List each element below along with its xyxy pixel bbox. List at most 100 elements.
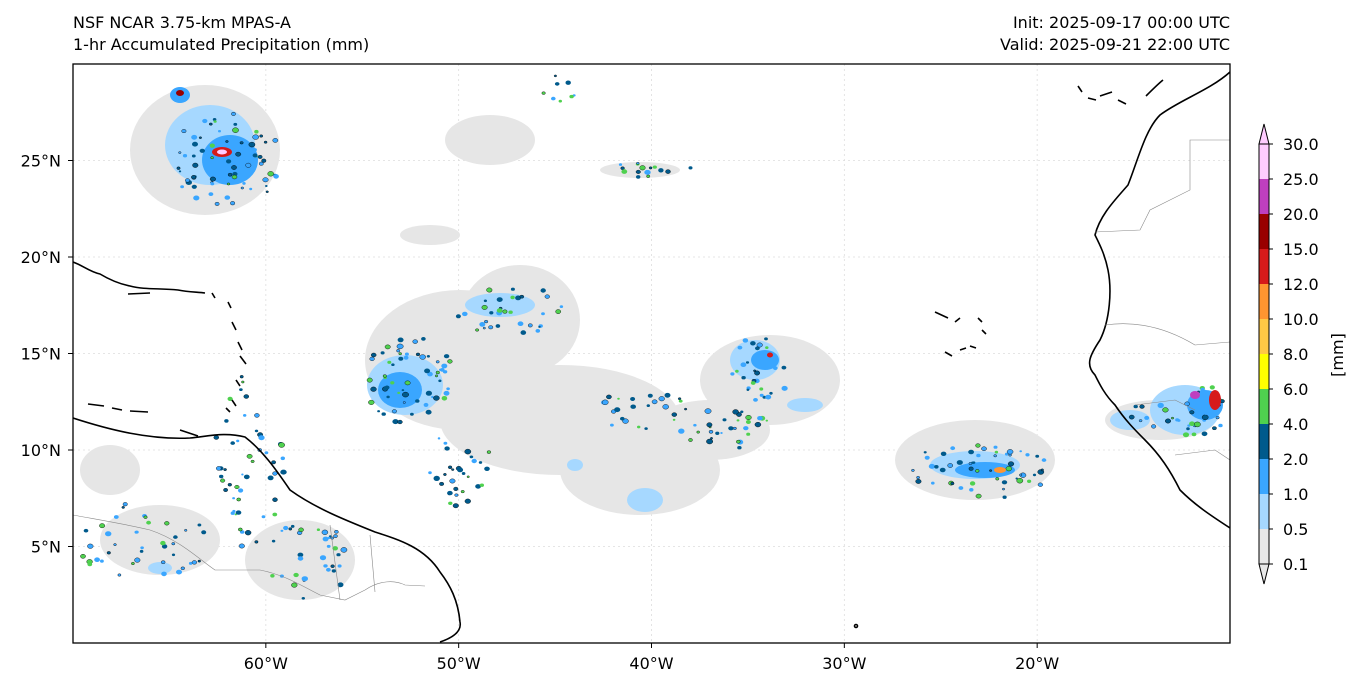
convective-cell: [765, 394, 772, 400]
convective-cell: [135, 530, 139, 534]
convective-cell: [425, 409, 432, 415]
convective-cell: [708, 429, 714, 434]
colorbar-tick-label: 1.0: [1283, 485, 1308, 504]
colorbar-segment: [1259, 354, 1269, 389]
convective-cell: [662, 404, 669, 410]
colorbar-tick-label: 4.0: [1283, 415, 1308, 434]
convective-cell: [765, 346, 769, 349]
convective-cell: [688, 166, 693, 170]
chart-title-block: NSF NCAR 3.75-km MPAS-A 1-hr Accumulated…: [73, 12, 369, 56]
convective-cell: [424, 368, 431, 374]
convective-cell: [651, 399, 658, 405]
convective-cell: [397, 337, 404, 343]
lon-tick-label: 50°W: [437, 654, 481, 673]
convective-cell: [741, 376, 746, 380]
convective-cell: [781, 385, 788, 391]
convective-cell: [759, 393, 764, 397]
convective-cell: [173, 535, 178, 539]
convective-cell: [558, 99, 562, 103]
convective-cell: [368, 399, 375, 405]
convective-cell: [220, 478, 226, 483]
convective-cell: [319, 555, 327, 561]
convective-cell: [510, 287, 515, 291]
convective-cell: [333, 534, 338, 538]
convective-cell: [620, 166, 625, 170]
convective-cell: [693, 423, 697, 427]
convective-cell: [435, 360, 440, 364]
convective-cell: [180, 566, 185, 570]
convective-cell: [331, 569, 337, 573]
convective-cell: [191, 175, 197, 180]
convective-cell: [502, 309, 508, 314]
convective-cell: [630, 404, 636, 409]
convective-cell: [218, 130, 221, 133]
convective-cell: [87, 562, 93, 567]
convective-cell: [528, 323, 533, 328]
convective-cell: [280, 469, 287, 475]
convective-cell: [236, 497, 241, 502]
convective-cell: [382, 374, 387, 378]
convective-cell: [478, 461, 483, 464]
convective-cell: [227, 483, 232, 487]
convective-cell: [517, 321, 524, 327]
convective-cell: [201, 530, 207, 535]
convective-cell: [178, 151, 182, 154]
convective-cell: [1151, 424, 1157, 429]
convective-cell: [425, 390, 432, 396]
lat-tick-label: 10°N: [21, 441, 61, 460]
convective-cell: [161, 544, 168, 549]
convective-cell: [273, 174, 279, 179]
convective-cell: [113, 515, 119, 519]
convective-cell: [496, 308, 503, 313]
convective-cell: [614, 407, 621, 413]
convective-cell: [330, 536, 334, 540]
convective-cell: [1133, 404, 1138, 409]
convective-cell: [270, 574, 275, 578]
colorbar-tick-label: 25.0: [1283, 170, 1319, 189]
convective-cell: [610, 423, 614, 427]
convective-cell: [232, 497, 236, 500]
convective-cell: [750, 341, 756, 346]
longitude-axis: 60°W 50°W 40°W 30°W 20°W: [244, 643, 1059, 673]
convective-cell: [397, 391, 401, 394]
convective-cell: [241, 380, 245, 384]
convective-cell: [442, 370, 448, 374]
convective-cell: [484, 466, 490, 471]
convective-cell: [639, 165, 646, 171]
convective-cell: [272, 512, 278, 517]
convective-cell: [1128, 414, 1135, 420]
convective-cell: [464, 448, 472, 455]
convective-cell: [439, 481, 444, 486]
convective-cell: [100, 559, 104, 563]
convective-cell: [441, 396, 448, 401]
convective-cell: [569, 94, 574, 99]
convective-cell: [453, 486, 459, 491]
colorbar-segment: [1259, 319, 1269, 354]
convective-cell: [1006, 449, 1014, 455]
convective-cell: [950, 481, 955, 486]
convective-cell: [1144, 415, 1150, 420]
convective-cell: [437, 437, 441, 440]
convective-cell: [381, 412, 386, 416]
latitude-axis: 25°N 20°N 15°N 10°N 5°N: [21, 152, 73, 557]
convective-cell: [443, 441, 448, 445]
convective-cell: [732, 426, 737, 430]
convective-cell: [975, 443, 981, 448]
convective-cell: [452, 503, 459, 509]
lon-tick-label: 30°W: [822, 654, 866, 673]
convective-cell: [219, 474, 224, 479]
convective-cell: [323, 564, 328, 568]
convective-cell: [940, 451, 947, 456]
convective-cell: [956, 460, 963, 465]
convective-cell: [781, 365, 787, 370]
convective-cell: [1182, 432, 1190, 438]
valid-time-label: Valid: 2025-09-21 22:00 UTC: [999, 35, 1230, 54]
convective-cell: [181, 129, 187, 134]
convective-cell: [191, 184, 197, 189]
convective-cell: [261, 158, 267, 163]
convective-cell: [928, 463, 936, 469]
convective-cell: [280, 529, 284, 532]
convective-cell: [326, 567, 331, 572]
convective-cell: [1200, 387, 1205, 392]
convective-cell: [438, 379, 442, 383]
